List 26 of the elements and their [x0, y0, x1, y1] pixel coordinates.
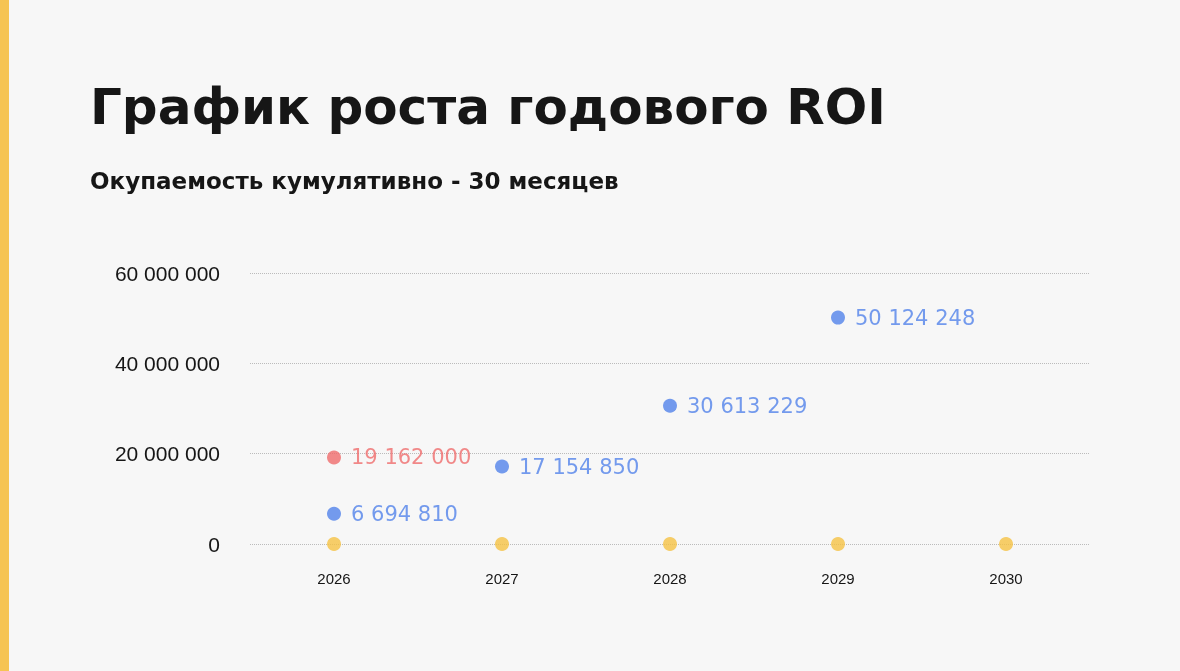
data-label: 19 162 000 [351, 445, 472, 470]
x-tick-label: 2026 [317, 570, 351, 587]
point [663, 398, 677, 413]
data-label: 6 694 810 [351, 501, 458, 526]
y-tick-label: 20 000 000 [114, 442, 220, 466]
chart-subtitle: Окупаемость кумулятивно - 30 месяцев [90, 168, 619, 194]
data-label: 17 154 850 [519, 454, 640, 479]
point [663, 537, 677, 551]
x-tick-label: 2028 [653, 570, 687, 587]
point [831, 537, 845, 551]
point [327, 450, 341, 465]
y-tick-label: 60 000 000 [114, 261, 220, 285]
x-tick-label: 2029 [821, 570, 855, 587]
data-label: 50 124 248 [855, 305, 976, 330]
point [831, 310, 845, 325]
point [495, 537, 509, 551]
point [495, 459, 509, 474]
chart-title: График роста годового ROI [90, 78, 886, 136]
point [327, 506, 341, 521]
point [999, 537, 1013, 551]
point [327, 537, 341, 551]
y-tick-label: 0 [208, 532, 220, 556]
x-tick-label: 2027 [485, 570, 519, 587]
x-tick-label: 2030 [989, 570, 1023, 587]
y-tick-label: 40 000 000 [114, 351, 220, 375]
data-label: 30 613 229 [687, 393, 808, 418]
